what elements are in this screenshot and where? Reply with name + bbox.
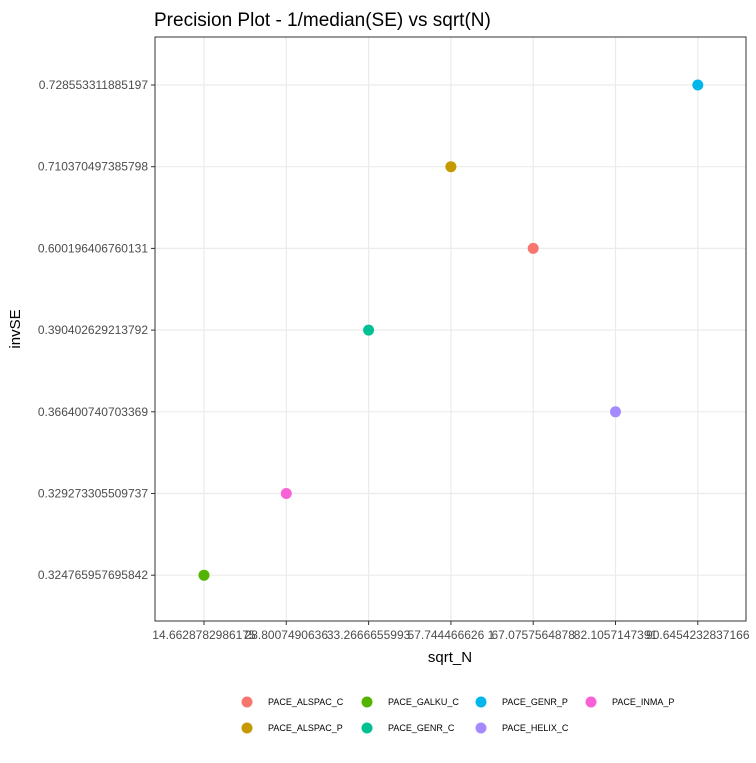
y-axis-label: invSE bbox=[7, 309, 24, 348]
x-tick-label: 90.6454232837166 bbox=[646, 628, 750, 642]
chart-title: Precision Plot - 1/median(SE) vs sqrt(N) bbox=[154, 10, 491, 31]
data-point-pace-alspac-c bbox=[527, 242, 539, 254]
y-tick-label: 0.390402629213792 bbox=[38, 323, 148, 337]
x-tick-label: 14.6628782986175 bbox=[152, 628, 256, 642]
data-point-pace-inma-p bbox=[280, 488, 292, 499]
legend-label: PACE_GALKU_C bbox=[388, 697, 459, 707]
y-tick-label: 0.366400740703369 bbox=[38, 405, 148, 419]
grid-layer bbox=[155, 37, 746, 621]
data-point-pace-helix-c bbox=[610, 406, 621, 418]
data-point-pace-genr-p bbox=[692, 79, 704, 91]
x-axis-label: sqrt_N bbox=[428, 649, 472, 666]
data-point-pace-genr-c bbox=[363, 324, 375, 336]
x-tick-label: 82.1057147391 bbox=[574, 628, 658, 642]
legend-key bbox=[241, 722, 253, 734]
y-axis: 0.324765957695842 0.329273305509737 0.3664… bbox=[38, 78, 155, 582]
legend: PACE_ALSPAC_C PACE_GALKU_C PACE_GENR_P PACE… bbox=[241, 696, 674, 734]
x-axis: 14.662878298617528.800749063633.26666559… bbox=[152, 621, 750, 642]
legend-key bbox=[585, 696, 597, 708]
legend-label: PACE_HELIX_C bbox=[502, 723, 569, 733]
x-tick-label: 67.0757564878 bbox=[491, 628, 575, 642]
y-tick-label: 0.324765957695842 bbox=[38, 568, 148, 582]
x-tick-label: 57.744466626 1 bbox=[408, 628, 495, 642]
legend-label: PACE_ALSPAC_P bbox=[268, 723, 343, 733]
y-tick-label: 0.329273305509737 bbox=[38, 487, 148, 501]
x-tick-label: 33.2666655993 bbox=[327, 628, 411, 642]
points-layer bbox=[198, 79, 704, 581]
y-tick-label: 0.600196406760131 bbox=[38, 241, 148, 255]
x-tick-label: 28.8007490636 bbox=[245, 628, 329, 642]
legend-key bbox=[475, 696, 487, 708]
legend-label: PACE_INMA_P bbox=[612, 697, 674, 707]
legend-key bbox=[475, 722, 487, 734]
legend-key bbox=[241, 696, 253, 708]
legend-key bbox=[361, 722, 373, 734]
legend-label: PACE_GENR_P bbox=[502, 697, 568, 707]
data-point-pace-galku-c bbox=[198, 569, 210, 581]
data-point-pace-alspac-p bbox=[445, 161, 457, 173]
y-tick-label: 0.728553311885197 bbox=[39, 78, 149, 92]
legend-label: PACE_ALSPAC_C bbox=[268, 697, 344, 707]
legend-key bbox=[361, 696, 373, 708]
y-tick-label: 0.710370497385798 bbox=[38, 160, 148, 174]
legend-label: PACE_GENR_C bbox=[388, 723, 455, 733]
